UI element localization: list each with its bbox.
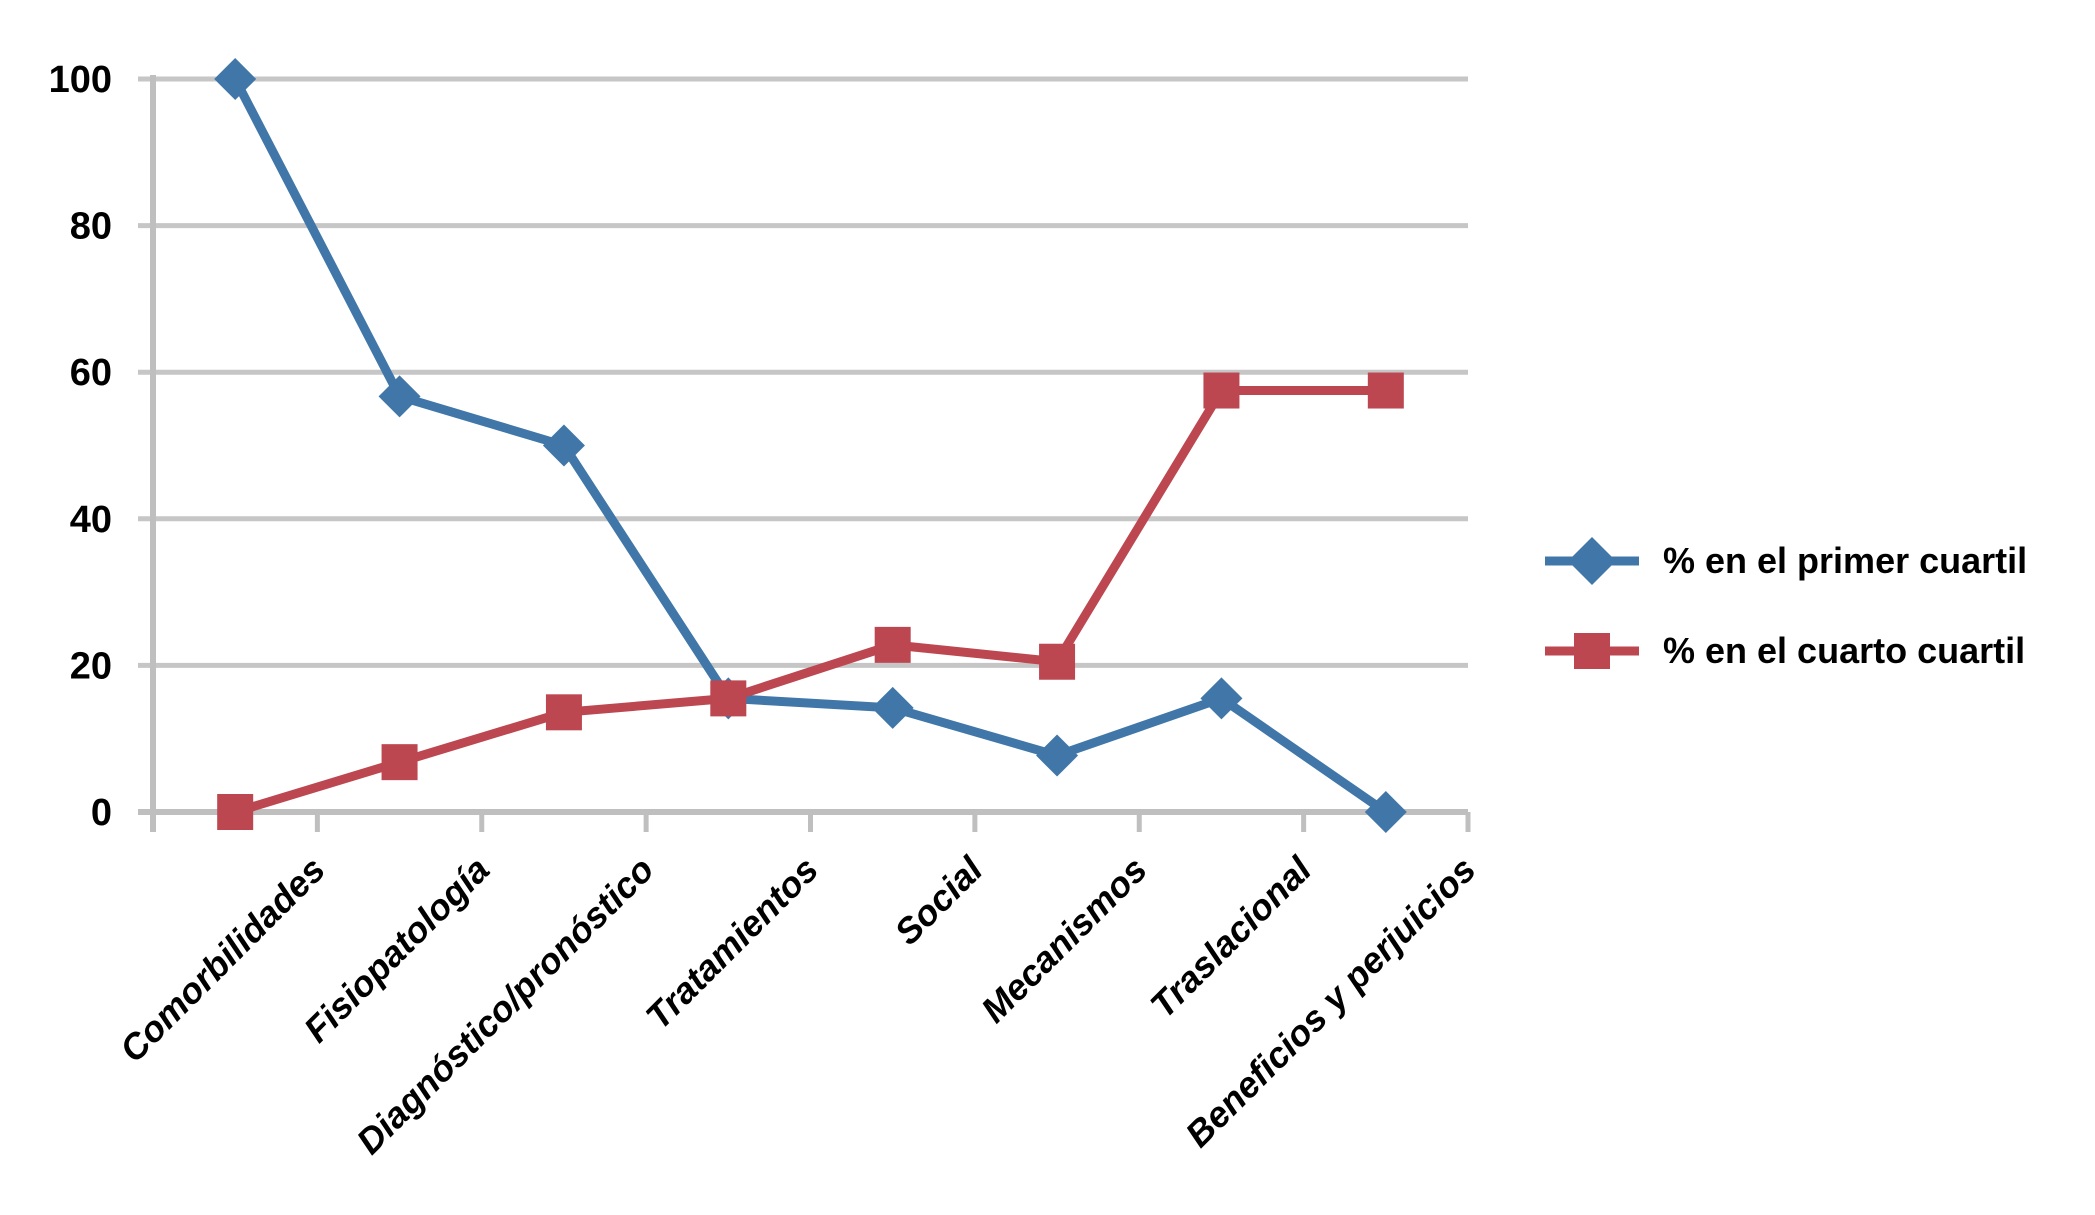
data-point-square [381,744,418,781]
data-point-diamond [378,375,421,418]
legend-label: % en el cuarto cuartil [1663,630,2025,671]
data-point-diamond [1200,677,1243,720]
series-cuarto-cuartil [217,372,1404,830]
data-point-square [545,694,582,731]
data-point-square [217,794,254,830]
series-primer-cuartil [214,58,1407,833]
legend-square-icon [1574,633,1610,669]
x-category-label: Traslacional [1142,848,1320,1026]
x-category-label: Mecanismos [973,849,1155,1031]
y-tick-label: 40 [70,499,112,541]
data-point-square [1203,372,1240,409]
x-category-label: Social [886,848,991,953]
series-line [230,74,1391,817]
data-series [214,58,1407,833]
x-category-label: Diagnóstico/pronóstico [348,849,661,1162]
y-tick-label: 0 [91,792,112,834]
x-category-label: Beneficios y perjuicios [1177,849,1483,1155]
y-axis-labels: 0 20 40 60 80 100 [49,59,112,834]
legend-diamond-icon [1568,537,1616,585]
data-point-square [1367,372,1404,409]
axes [138,75,1471,832]
y-tick-label: 60 [70,352,112,394]
data-point-square [1039,643,1076,680]
data-point-square [874,626,911,663]
y-tick-label: 100 [49,59,112,101]
y-tick-label: 20 [70,645,112,687]
x-category-label: Tratamientos [638,849,826,1037]
y-tick-label: 80 [70,206,112,248]
legend: % en el primer cuartil % en el cuarto cua… [1545,537,2027,671]
legend-label: % en el primer cuartil [1663,540,2027,581]
series-line [230,386,1391,817]
legend-item: % en el primer cuartil [1545,537,2027,585]
data-point-diamond [1364,791,1407,833]
x-category-label: Comorbilidades [111,849,332,1070]
data-point-diamond [542,424,585,467]
legend-item: % en el cuarto cuartil [1545,630,2025,671]
data-point-square [710,680,747,717]
data-point-diamond [214,58,257,100]
x-axis-labels: ComorbilidadesFisiopatologíaDiagnóstico/… [111,848,1483,1162]
data-point-diamond [871,686,914,729]
data-point-diamond [1036,734,1079,777]
